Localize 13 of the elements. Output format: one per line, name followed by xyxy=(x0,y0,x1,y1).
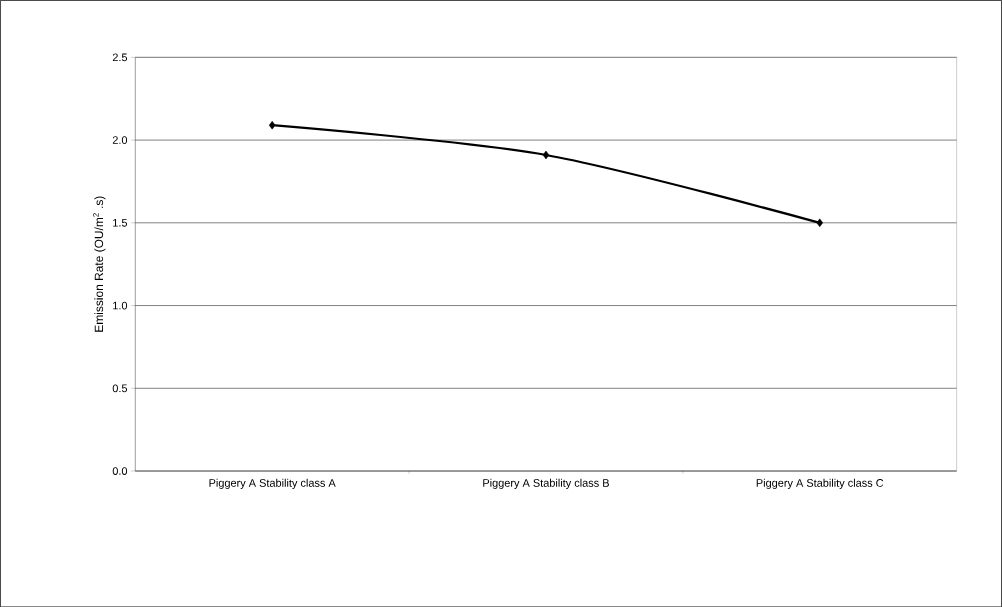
point xyxy=(542,150,550,160)
point xyxy=(816,218,823,227)
y-tick-label: 0.5 xyxy=(112,384,128,393)
y-axis-title: Emission Rate (OU/m$^{2}$ .s) xyxy=(93,196,106,332)
y-tick-label: 2.5 xyxy=(112,53,128,62)
point xyxy=(268,120,276,130)
y-tick-label: 1.5 xyxy=(113,218,128,227)
x-tick-label: Piggery A Stability class C xyxy=(756,478,884,489)
y-tick-label: 0.0 xyxy=(112,467,128,475)
x-tick-label: Piggery A Stability class B xyxy=(483,478,609,489)
x-tick-label: Piggery A Stability class A xyxy=(209,478,336,489)
y-tick-label: 1.0 xyxy=(113,301,128,310)
y-tick-label: 2.0 xyxy=(112,136,128,144)
